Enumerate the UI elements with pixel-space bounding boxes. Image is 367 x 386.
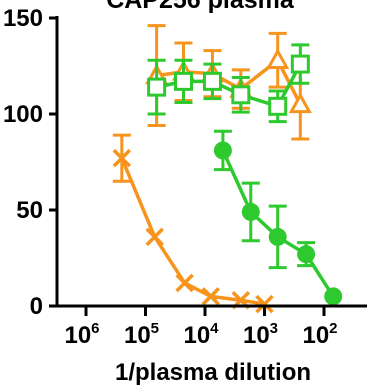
data-point bbox=[290, 54, 310, 74]
data-point bbox=[112, 148, 132, 168]
series-line bbox=[120, 157, 265, 306]
y-tick-label: 150 bbox=[3, 5, 43, 32]
data-point bbox=[255, 294, 274, 314]
series-circle bbox=[213, 129, 343, 306]
data-point bbox=[201, 287, 221, 306]
data-point bbox=[288, 92, 312, 114]
data-point bbox=[241, 202, 260, 221]
data-point bbox=[145, 227, 164, 247]
data-point bbox=[268, 96, 288, 116]
data-point bbox=[213, 141, 232, 160]
data-point bbox=[266, 48, 290, 69]
data-point bbox=[297, 245, 316, 264]
x-tick-label: 103 bbox=[243, 320, 278, 349]
x-tick-label: 106 bbox=[64, 320, 99, 349]
data-point bbox=[173, 71, 193, 91]
y-tick-label: 0 bbox=[30, 293, 43, 320]
y-tick-label: 100 bbox=[3, 101, 43, 128]
x-axis-label: 1/plasma dilution bbox=[115, 359, 311, 386]
data-point bbox=[268, 227, 287, 246]
x-tick-label: 104 bbox=[183, 320, 219, 349]
series-square-open bbox=[147, 43, 310, 124]
x-tick-label: 102 bbox=[302, 320, 337, 349]
x-axis-ticks: 106 105 104 103 102 bbox=[64, 306, 338, 349]
x-tick-label: 105 bbox=[124, 320, 159, 349]
data-point bbox=[231, 85, 251, 105]
series-cross bbox=[112, 133, 274, 314]
data-point bbox=[175, 273, 194, 293]
data-point bbox=[147, 77, 167, 97]
chart-series bbox=[112, 24, 343, 314]
y-axis-ticks: 0 50 100 150 bbox=[3, 5, 57, 320]
y-tick-label: 50 bbox=[16, 197, 43, 224]
chart-title: CAP256 plasma bbox=[106, 0, 295, 14]
data-point bbox=[202, 71, 222, 91]
data-point bbox=[324, 287, 343, 306]
